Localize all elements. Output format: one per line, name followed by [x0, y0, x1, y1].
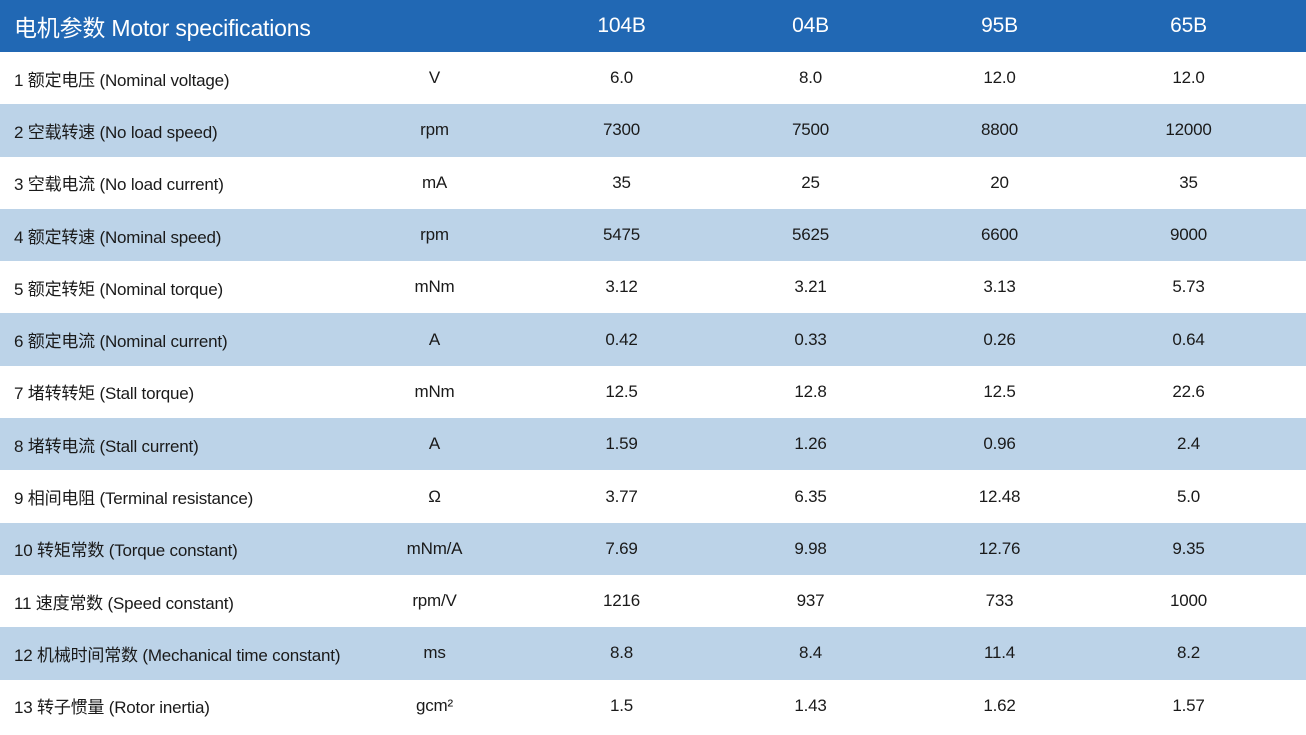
- row-value-95b: 12.76: [978, 538, 1021, 558]
- row-value-04b: 937: [796, 591, 825, 611]
- row-label: 10 转矩常数 (Torque constant): [14, 541, 238, 561]
- table-body: 1 额定电压 (Nominal voltage) V 6.0 8.0 12.0 …: [0, 52, 1306, 732]
- row-value-104b: 1.59: [605, 434, 638, 454]
- row-value-104b: 6.0: [609, 68, 634, 88]
- model-column-header-104b: 104B: [597, 14, 646, 37]
- row-value-95b: 0.26: [983, 329, 1016, 349]
- row-unit: rpm: [420, 225, 449, 245]
- table-row: 9 相间电阻 (Terminal resistance) Ω 3.77 6.35…: [0, 470, 1306, 522]
- row-value-104b: 3.77: [605, 486, 638, 506]
- row-value-04b: 9.98: [794, 538, 827, 558]
- row-value-95b: 6600: [980, 225, 1019, 245]
- row-value-65b: 8.2: [1176, 643, 1201, 663]
- row-value-04b: 1.43: [794, 695, 827, 715]
- table-title: 电机参数 Motor specifications: [14, 15, 311, 41]
- row-value-104b: 0.42: [605, 329, 638, 349]
- row-label: 12 机械时间常数 (Mechanical time constant): [14, 645, 341, 665]
- row-value-104b: 35: [612, 172, 631, 192]
- row-value-65b: 9000: [1169, 225, 1208, 245]
- row-value-65b: 22.6: [1172, 381, 1205, 401]
- model-column-header-95b: 95B: [981, 14, 1018, 37]
- row-label: 8 堵转电流 (Stall current): [14, 436, 199, 456]
- row-unit: mA: [421, 172, 448, 192]
- row-value-65b: 2.4: [1176, 434, 1201, 454]
- row-unit: A: [428, 434, 441, 454]
- row-value-04b: 7500: [791, 120, 830, 140]
- row-unit: rpm: [420, 120, 449, 140]
- row-value-04b: 0.33: [794, 329, 827, 349]
- table-row: 3 空载电流 (No load current) mA 35 25 20 35: [0, 157, 1306, 209]
- table-row: 2 空载转速 (No load speed) rpm 7300 7500 880…: [0, 104, 1306, 157]
- row-label: 13 转子惯量 (Rotor inertia): [14, 698, 210, 718]
- row-value-04b: 12.8: [794, 381, 827, 401]
- row-value-95b: 12.5: [983, 381, 1016, 401]
- row-value-104b: 7.69: [605, 538, 638, 558]
- table-row: 10 转矩常数 (Torque constant) mNm/A 7.69 9.9…: [0, 522, 1306, 575]
- row-value-104b: 1216: [602, 591, 641, 611]
- row-value-95b: 20: [990, 172, 1009, 192]
- row-label: 3 空载电流 (No load current): [14, 175, 224, 195]
- row-label: 7 堵转转矩 (Stall torque): [14, 384, 195, 404]
- row-value-65b: 0.64: [1172, 329, 1205, 349]
- row-value-104b: 12.5: [605, 381, 638, 401]
- row-value-65b: 5.0: [1176, 486, 1201, 506]
- row-value-04b: 1.26: [794, 434, 827, 454]
- table-row: 7 堵转转矩 (Stall torque) mNm 12.5 12.8 12.5…: [0, 366, 1306, 418]
- row-label: 6 额定电流 (Nominal current): [14, 332, 228, 352]
- row-unit: A: [428, 329, 441, 349]
- row-value-04b: 3.21: [794, 277, 827, 297]
- row-value-04b: 5625: [791, 225, 830, 245]
- row-value-95b: 8800: [980, 120, 1019, 140]
- row-value-95b: 11.4: [983, 643, 1016, 663]
- row-label: 2 空载转速 (No load speed): [14, 122, 218, 142]
- table-header-row: 电机参数 Motor specifications 104B 04B 95B 6…: [0, 0, 1306, 52]
- row-value-04b: 25: [801, 172, 820, 192]
- table-row: 8 堵转电流 (Stall current) A 1.59 1.26 0.96 …: [0, 418, 1306, 471]
- row-value-95b: 12.48: [978, 486, 1021, 506]
- row-unit: ms: [423, 643, 446, 663]
- row-value-65b: 1000: [1169, 591, 1208, 611]
- model-column-header-65b: 65B: [1170, 14, 1207, 37]
- row-value-95b: 733: [985, 591, 1014, 611]
- table-row: 13 转子惯量 (Rotor inertia) gcm² 1.5 1.43 1.…: [0, 680, 1306, 732]
- row-value-104b: 1.5: [609, 695, 634, 715]
- row-unit: mNm: [414, 381, 455, 401]
- row-unit: Ω: [428, 486, 441, 506]
- row-value-95b: 3.13: [983, 277, 1016, 297]
- row-value-95b: 0.96: [983, 434, 1016, 454]
- row-value-04b: 8.4: [798, 643, 823, 663]
- row-value-04b: 8.0: [798, 68, 823, 88]
- row-label: 9 相间电阻 (Terminal resistance): [14, 489, 254, 509]
- row-value-65b: 9.35: [1172, 538, 1205, 558]
- row-value-65b: 5.73: [1172, 277, 1205, 297]
- row-label: 4 额定转速 (Nominal speed): [14, 227, 222, 247]
- row-value-104b: 5475: [602, 225, 641, 245]
- row-label: 1 额定电压 (Nominal voltage): [14, 70, 230, 90]
- row-value-65b: 12000: [1165, 120, 1212, 140]
- row-value-104b: 3.12: [605, 277, 638, 297]
- row-unit: mNm/A: [406, 538, 463, 558]
- row-value-65b: 35: [1179, 172, 1198, 192]
- row-value-65b: 12.0: [1172, 68, 1205, 88]
- table-row: 4 额定转速 (Nominal speed) rpm 5475 5625 660…: [0, 208, 1306, 262]
- row-value-95b: 12.0: [983, 68, 1016, 88]
- row-value-104b: 8.8: [609, 643, 634, 663]
- table-row: 5 额定转矩 (Nominal torque) mNm 3.12 3.21 3.…: [0, 261, 1306, 313]
- row-unit: V: [428, 68, 441, 88]
- row-label: 11 速度常数 (Speed constant): [14, 593, 234, 613]
- row-label: 5 额定转矩 (Nominal torque): [14, 279, 223, 299]
- table-row: 11 速度常数 (Speed constant) rpm/V 1216 937 …: [0, 575, 1306, 627]
- row-unit: mNm: [414, 277, 455, 297]
- row-value-95b: 1.62: [983, 695, 1016, 715]
- table-row: 6 额定电流 (Nominal current) A 0.42 0.33 0.2…: [0, 313, 1306, 366]
- table-row: 1 额定电压 (Nominal voltage) V 6.0 8.0 12.0 …: [0, 52, 1306, 104]
- model-column-header-04b: 04B: [792, 14, 829, 37]
- row-value-65b: 1.57: [1172, 695, 1205, 715]
- row-unit: gcm²: [416, 695, 453, 715]
- row-value-104b: 7300: [602, 120, 641, 140]
- row-value-04b: 6.35: [794, 486, 827, 506]
- row-unit: rpm/V: [412, 591, 457, 611]
- table-row: 12 机械时间常数 (Mechanical time constant) ms …: [0, 627, 1306, 680]
